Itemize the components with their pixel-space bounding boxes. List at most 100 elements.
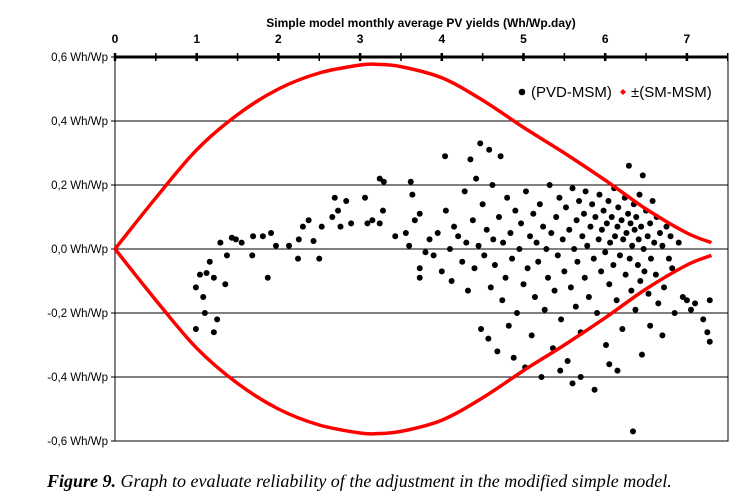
data-point [337,223,344,230]
data-point [610,262,617,268]
data-point [559,236,566,243]
data-point [475,242,482,249]
data-point [569,185,576,192]
data-point [554,252,561,259]
data-point [548,230,555,236]
data-point [706,297,713,304]
data-point [614,223,621,230]
data-point [416,274,423,281]
data-point [574,258,581,265]
data-point [495,214,502,220]
data-point [520,281,527,288]
data-point [402,230,409,236]
data-point [362,194,369,201]
data-point [210,274,217,281]
data-point [533,239,540,246]
data-point [580,210,587,217]
data-point [196,271,203,278]
data-point [627,220,634,227]
data-point [651,239,658,246]
data-point [238,239,245,246]
legend-label-envelope: ±(SM-MSM) [631,84,712,101]
data-point [631,226,638,233]
data-point [206,258,213,265]
data-point [585,294,592,300]
data-point [380,178,387,185]
data-point [407,178,414,185]
x-tick-label: 5 [520,32,527,46]
data-point [500,239,507,246]
data-point [546,182,553,188]
data-point [392,233,399,240]
data-point [596,191,603,198]
data-point [522,188,529,195]
envelope-upper-curve [113,62,713,251]
data-point [692,300,699,307]
data-point [602,249,609,256]
data-point [557,367,564,374]
data-point [286,242,293,249]
data-point [592,214,599,220]
x-tick-label: 7 [684,32,691,46]
data-point [579,233,586,240]
data-point [272,242,279,249]
x-tick-label: 4 [438,32,445,46]
data-point [675,239,682,246]
data-point [629,428,636,435]
data-point [671,310,678,316]
data-point [598,226,605,233]
data-point [467,156,474,163]
data-point [644,233,651,240]
data-point [553,214,560,220]
data-point [268,230,275,236]
data-point [510,354,517,361]
data-point [639,172,646,179]
data-point [310,238,317,244]
y-tick-label: 0,2 Wh/Wp [51,180,108,192]
data-point [640,246,647,252]
data-point [683,297,690,304]
data-point [516,246,523,252]
data-point [600,207,607,214]
data-point [481,252,488,259]
data-point [603,342,610,348]
data-point [538,374,545,380]
data-point [606,281,613,288]
data-point [416,210,423,217]
data-point [316,255,323,262]
data-point [687,306,694,313]
data-point [634,262,641,268]
data-point [438,268,445,275]
data-point [638,351,645,358]
data-point [406,242,413,249]
data-point [305,217,312,224]
data-point [655,300,662,307]
data-point [659,332,666,339]
data-point [636,191,643,198]
data-point [606,361,613,368]
y-tick-label: 0,0 Wh/Wp [51,244,108,256]
data-point [318,223,325,230]
data-point [603,220,610,227]
data-point [628,287,635,294]
data-point [637,278,644,284]
data-point [455,233,462,240]
data-point [379,207,386,214]
data-point [625,210,632,217]
data-point [459,258,466,265]
data-point [594,310,601,316]
legend: (PVD-MSM) ±(SM-MSM) [518,84,712,101]
data-point [652,271,659,278]
data-point [434,230,441,236]
data-point [669,265,676,272]
data-point [647,322,654,329]
data-point [595,236,602,243]
data-point [497,153,504,160]
data-point [524,265,531,272]
scatter-points [192,140,713,435]
data-point [626,255,633,262]
data-point [614,367,621,374]
data-point [619,326,626,332]
x-axis-title: Simple model monthly average PV yields (… [266,16,575,30]
x-tick-label: 6 [602,32,609,46]
